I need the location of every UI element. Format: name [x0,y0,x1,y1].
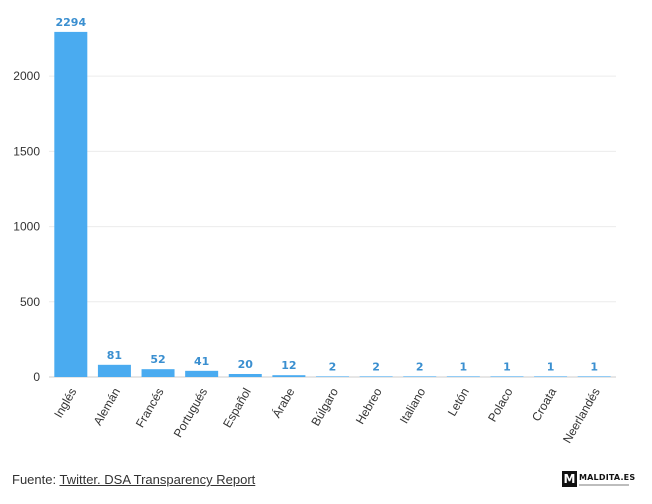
bar [446,376,480,377]
data-label: 20 [238,358,254,371]
data-label: 2 [372,360,380,373]
x-tick-label: Portugués [171,386,210,440]
data-label: 1 [460,360,468,373]
x-tick-label: Alemán [91,386,123,428]
source-footer: Fuente: Twitter. DSA Transparency Report [12,472,255,487]
data-label: 2 [416,360,424,373]
x-tick-label: Neerlandés [560,386,603,446]
data-label: 41 [194,355,209,368]
logo-mark: M [562,471,577,487]
bar-chart: 0 500 1000 1500 2000 2294 Inglés 81 Alemán 52 Fran… [13,16,616,446]
bar [359,376,393,377]
logo-tagline-bar [579,483,629,486]
x-tick-label: Árabe [268,385,297,421]
data-label: 2294 [55,16,86,29]
bar [185,370,219,377]
data-label: 12 [281,359,296,372]
x-tick-label: Hebreo [353,385,385,426]
bar [490,376,524,377]
y-tick-label: 500 [20,295,40,309]
data-label: 81 [107,349,122,362]
data-label: 1 [590,360,598,373]
bar [403,376,437,377]
bar [577,376,611,377]
x-tick-label: Letón [445,386,472,419]
bar [141,369,175,377]
y-tick-label: 2000 [13,69,40,83]
maldita-logo: M MALDITA.ES [562,470,635,488]
bar [97,364,131,377]
x-tick-label: Español [220,386,254,431]
x-tick-label: Búlgaro [308,385,341,428]
source-prefix: Fuente: [12,472,60,487]
y-tick-label: 0 [33,370,40,384]
bar [54,31,88,377]
x-tick-label: Croata [529,385,559,423]
bar [272,375,306,377]
source-link[interactable]: Twitter. DSA Transparency Report [59,472,256,487]
bar [228,373,262,377]
x-tick-label: Italiano [397,385,429,426]
x-tick-label: Inglés [51,386,79,421]
x-tick-label: Francés [133,386,167,431]
bar [316,376,349,377]
logo-name: MALDITA.ES [579,472,636,482]
data-label: 1 [503,360,511,373]
data-label: 2 [329,360,337,373]
bar [534,376,568,377]
y-tick-label: 1500 [13,144,40,158]
y-tick-label: 1000 [13,220,40,234]
data-label: 52 [150,353,165,366]
x-tick-label: Polaco [485,385,516,424]
data-label: 1 [547,360,555,373]
